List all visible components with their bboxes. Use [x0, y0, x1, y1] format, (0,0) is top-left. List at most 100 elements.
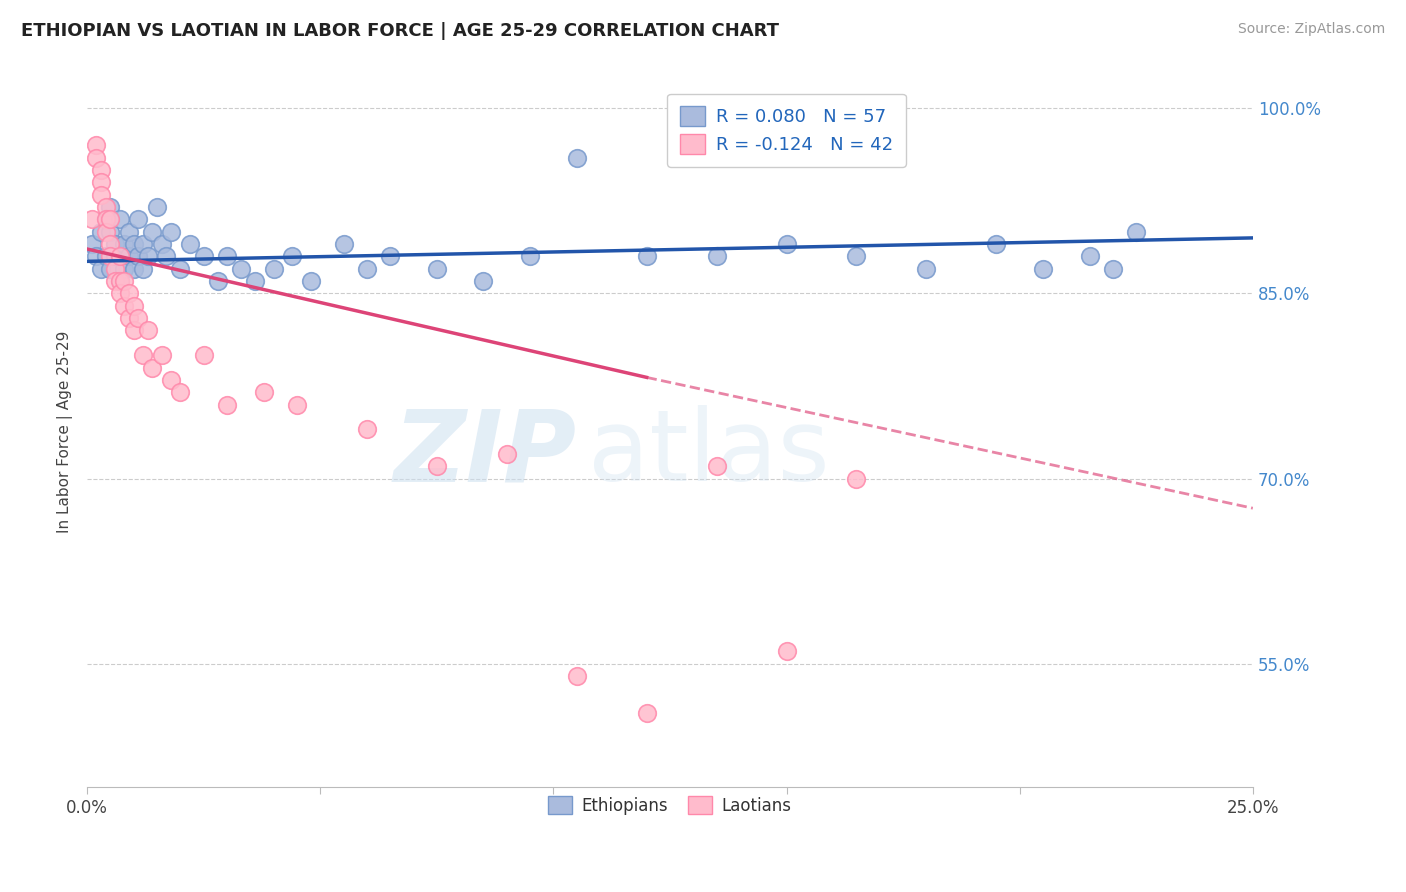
Text: atlas: atlas [588, 405, 830, 502]
Point [80, 237, 103, 252]
Point [94, 212, 117, 227]
Point [90, 175, 112, 189]
Point [122, 299, 145, 313]
Point [80, 212, 103, 227]
Point [179, 237, 201, 252]
Point [118, 286, 141, 301]
Text: ETHIOPIAN VS LAOTIAN IN LABOR FORCE | AGE 25-29 CORRELATION CHART: ETHIOPIAN VS LAOTIAN IN LABOR FORCE | AG… [21, 22, 779, 40]
Point [100, 225, 122, 239]
Point [356, 422, 378, 436]
Point [495, 447, 517, 461]
Point [160, 373, 183, 387]
Point [706, 249, 728, 263]
Point [519, 249, 541, 263]
Point [775, 237, 797, 252]
Point [1032, 261, 1054, 276]
Point [100, 249, 122, 263]
Point [169, 261, 191, 276]
Point [108, 249, 131, 263]
Point [193, 348, 215, 362]
Point [141, 225, 163, 239]
Point [100, 261, 122, 276]
Point [636, 706, 658, 720]
Point [775, 644, 797, 658]
Point [122, 237, 145, 252]
Point [285, 398, 308, 412]
Point [100, 212, 122, 227]
Point [90, 187, 112, 202]
Point [86, 138, 108, 153]
Text: Source: ZipAtlas.com: Source: ZipAtlas.com [1237, 22, 1385, 37]
Point [565, 669, 588, 683]
Point [229, 261, 252, 276]
Point [215, 398, 238, 412]
Point [122, 261, 145, 276]
Point [127, 311, 149, 326]
Point [426, 459, 449, 474]
Point [299, 274, 322, 288]
Point [636, 249, 658, 263]
Point [108, 212, 131, 227]
Point [845, 472, 868, 486]
Point [127, 249, 149, 263]
Point [104, 261, 127, 276]
Point [94, 200, 117, 214]
Point [104, 274, 127, 288]
Point [207, 274, 229, 288]
Point [136, 249, 159, 263]
Point [169, 385, 191, 400]
Point [94, 212, 117, 227]
Point [215, 249, 238, 263]
Point [915, 261, 938, 276]
Point [380, 249, 402, 263]
Point [118, 225, 141, 239]
Point [281, 249, 304, 263]
Point [141, 360, 163, 375]
Point [118, 311, 141, 326]
Point [90, 225, 112, 239]
Point [90, 163, 112, 178]
Point [332, 237, 354, 252]
Point [127, 212, 149, 227]
Point [112, 261, 135, 276]
Point [108, 274, 131, 288]
Point [243, 274, 266, 288]
Point [150, 348, 173, 362]
Point [118, 249, 141, 263]
Point [1102, 261, 1125, 276]
Point [94, 249, 117, 263]
Point [986, 237, 1008, 252]
Point [100, 237, 122, 252]
Point [104, 249, 127, 263]
Point [132, 348, 155, 362]
Point [112, 274, 135, 288]
Point [253, 385, 276, 400]
Point [356, 261, 378, 276]
Point [94, 225, 117, 239]
Point [426, 261, 449, 276]
Point [706, 459, 728, 474]
Point [108, 274, 131, 288]
Point [108, 286, 131, 301]
Point [146, 200, 169, 214]
Point [193, 249, 215, 263]
Point [155, 249, 177, 263]
Point [150, 237, 173, 252]
Point [472, 274, 495, 288]
Point [132, 237, 155, 252]
Text: ZIP: ZIP [394, 405, 576, 502]
Point [122, 323, 145, 337]
Point [86, 249, 108, 263]
Point [263, 261, 285, 276]
Point [136, 323, 159, 337]
Point [108, 249, 131, 263]
Point [100, 200, 122, 214]
Point [1078, 249, 1101, 263]
Point [1125, 225, 1147, 239]
Point [104, 237, 127, 252]
Point [112, 299, 135, 313]
Point [90, 261, 112, 276]
Point [160, 225, 183, 239]
Point [845, 249, 868, 263]
Point [565, 151, 588, 165]
